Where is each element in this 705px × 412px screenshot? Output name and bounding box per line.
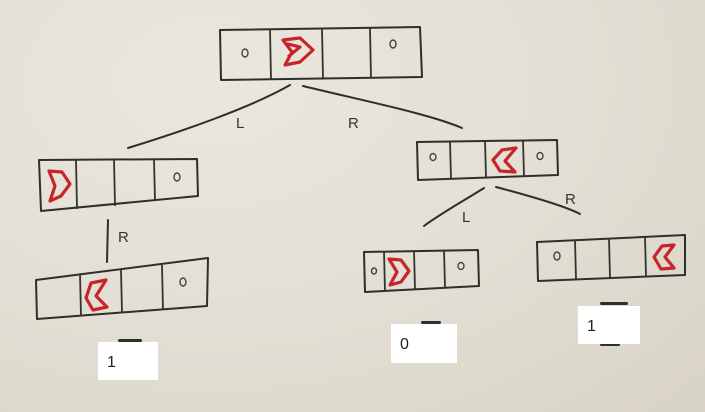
pacman-facing-right-icon <box>283 38 313 65</box>
food-pellet-icon <box>537 153 543 160</box>
edge-label-right-left: L <box>462 209 470 226</box>
edge-label-right-right: R <box>565 191 576 208</box>
answer-box-left-leaf: 1 <box>98 342 158 380</box>
edge-root-right <box>303 86 462 128</box>
pacman-facing-left-icon <box>493 148 516 172</box>
middle-leaf-state <box>364 250 479 292</box>
food-pellet-icon <box>390 40 396 48</box>
edge-label-root-right: R <box>348 115 359 132</box>
root-state <box>220 27 422 80</box>
food-pellet-icon <box>554 252 560 260</box>
food-pellet-icon <box>372 268 377 274</box>
right-leaf-state <box>537 235 685 281</box>
edge-right-left <box>424 188 484 226</box>
edge-label-root-left: L <box>236 115 244 132</box>
answer-box-right-leaf: 1 <box>578 306 640 344</box>
right-child-state <box>417 140 558 180</box>
food-pellet-icon <box>430 154 436 161</box>
answer-value: 1 <box>587 318 596 335</box>
edge-root-left <box>128 85 290 148</box>
food-pellet-icon <box>180 278 186 286</box>
pacman-facing-right-icon <box>389 259 409 285</box>
answer-value: 0 <box>400 336 409 353</box>
food-pellet-icon <box>242 49 248 57</box>
food-pellet-icon <box>174 173 180 181</box>
pacman-facing-right-icon <box>49 171 70 201</box>
left-child-state <box>39 159 198 211</box>
edge-label-left-down: R <box>118 229 129 246</box>
pacman-facing-left-icon <box>86 280 107 310</box>
answer-value: 1 <box>107 354 116 371</box>
left-leaf-state <box>36 258 208 319</box>
edge-left-down <box>107 220 108 262</box>
answer-box-middle-leaf: 0 <box>391 324 457 363</box>
ink-smudge <box>600 302 628 305</box>
pacman-facing-left-icon <box>654 245 674 269</box>
food-pellet-icon <box>458 263 464 270</box>
